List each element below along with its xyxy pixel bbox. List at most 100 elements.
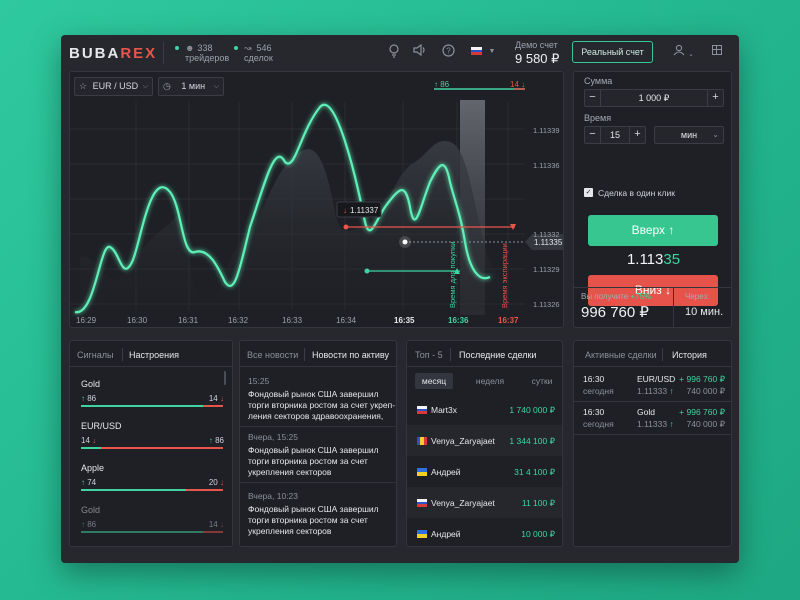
users-icon: ☻ (185, 43, 195, 53)
sound-icon[interactable] (412, 43, 428, 60)
down-button[interactable]: Вниз ↓ (588, 275, 718, 306)
signal-left-number: 86 (87, 520, 97, 529)
price-tick: 1.11326 (533, 300, 560, 309)
real-account-button[interactable]: Реальный счет (572, 41, 653, 63)
deal-entry-dot-green[interactable] (364, 268, 370, 274)
news-headline[interactable]: Фондовый рынок США завершил торги вторни… (248, 389, 396, 421)
deal-marker-green (454, 268, 460, 274)
deal-asset: EUR/USD (637, 374, 676, 384)
deal-row[interactable]: 16:30 сегодня Gold 1.11333 ↑ + 996 760 ₽ 740 … (574, 402, 731, 433)
time-tick: 16:31 (178, 316, 199, 325)
time-tick: 16:33 (282, 316, 303, 325)
deal-price-value: 1.11333 (637, 386, 668, 396)
lightbulb-icon[interactable] (386, 44, 402, 60)
user-icon (673, 44, 685, 56)
plus-button[interactable]: + (629, 127, 645, 143)
arrow-up-icon: ↑ (667, 419, 674, 429)
signal-asset-name: EUR/USD (81, 421, 122, 431)
signal-asset-name: Gold (81, 505, 101, 515)
seg-day[interactable]: сутки (531, 376, 553, 386)
asset-selector[interactable]: ☆ EUR / USD ⌵ (74, 77, 153, 96)
trader-row[interactable]: Venya_Zaryajaet 1 344 100 ₽ (407, 425, 562, 456)
active-deals-panel: Активные сделки История 16:30 сегодня EUR/… (573, 340, 732, 547)
deal-divider (574, 434, 731, 435)
deal-row[interactable]: 16:30 сегодня EUR/USD 1.11333 ↑ + 996 760 ₽ 7… (574, 369, 731, 400)
seg-week[interactable]: неделя (475, 376, 505, 386)
tooltip-price: 1.11337 (350, 206, 379, 215)
language-caret-icon[interactable]: ▼ (488, 48, 496, 55)
deal-asset: Gold (637, 407, 655, 417)
user-menu[interactable]: ⌄ (673, 44, 694, 59)
tab-top5[interactable]: Топ - 5 (415, 350, 443, 360)
signal-item[interactable]: Gold ↑ 86 14 ↓ (70, 505, 232, 546)
trader-row[interactable]: Mart3x 1 740 000 ₽ (407, 394, 562, 425)
signal-item[interactable]: Apple ↑ 74 20 ↓ (70, 463, 232, 505)
signal-right-value: 14 ↓ (209, 394, 224, 403)
arrow-up-icon: ↑ (81, 478, 88, 487)
deal-price: 1.11333 ↑ (637, 386, 674, 396)
one-click-checkbox[interactable]: ✓ (584, 188, 593, 197)
current-price: 1.11335 (626, 251, 681, 268)
minus-button[interactable]: − (585, 90, 601, 106)
sentiment-bar (81, 531, 223, 533)
timeframe-selector[interactable]: ◷ 1 мин ⌵ (158, 77, 224, 96)
signal-item[interactable]: Gold ↑ 86 14 ↓ (70, 379, 232, 421)
signal-left-value: ↑ 74 (81, 478, 96, 487)
tab-history[interactable]: История (672, 350, 707, 360)
price-tick: 1.11339 (533, 126, 560, 135)
price-tick: 1.11329 (533, 265, 560, 274)
sum-stepper[interactable]: − 1 000 ₽ + (584, 89, 724, 107)
time-tick: 16:32 (228, 316, 249, 325)
time-value[interactable]: 15 (609, 130, 620, 140)
minus-button[interactable]: − (585, 127, 601, 143)
plus-button[interactable]: + (707, 90, 723, 106)
star-icon[interactable]: ☆ (79, 81, 88, 91)
tab-settings[interactable]: Настроения (129, 350, 180, 360)
chart-panel[interactable]: ☆ EUR / USD ⌵ ◷ 1 мин ⌵ ↑ 86 14 ↓ (69, 71, 564, 328)
grid-menu-icon[interactable] (712, 45, 722, 55)
sum-value[interactable]: 1 000 ₽ (638, 93, 670, 103)
trader-row[interactable]: Venya_Zaryajaet 11 100 ₽ (407, 487, 562, 518)
clock-icon: ◷ (163, 81, 171, 91)
deal-price: 1.11333 ↑ (637, 419, 674, 429)
header: BUBAREX ☻ 338 трейдеров ↝ 546 сделок ? ▼… (61, 35, 739, 71)
language-flag-icon[interactable] (471, 47, 482, 55)
demo-balance[interactable]: Демо счет 9 580 ₽ (515, 40, 560, 66)
deal-stake: 740 000 ₽ (686, 386, 726, 396)
signals-panel: Сигналы Настроения Gold ↑ 86 14 ↓ EUR/USD 14… (69, 340, 233, 547)
tab-all-news[interactable]: Все новости (247, 350, 299, 360)
trader-row[interactable]: Андрей 31 4 100 ₽ (407, 456, 562, 487)
deal-entry-dot[interactable] (343, 224, 349, 230)
one-click-label: Сделка в один клик (598, 188, 675, 198)
tab-signals[interactable]: Сигналы (77, 350, 114, 360)
tab-recent-deals[interactable]: Последние сделки (459, 350, 537, 360)
help-icon[interactable]: ? (440, 44, 456, 60)
signal-item[interactable]: EUR/USD 14 ↓ ↑ 86 (70, 421, 232, 463)
arrow-up-icon: ↑ (208, 436, 216, 445)
signal-left-number: 14 (81, 436, 90, 445)
chevron-down-icon: ⌵ (213, 83, 219, 90)
trader-row[interactable]: Андрей 10 000 ₽ (407, 518, 562, 546)
tab-active-deals[interactable]: Активные сделки (585, 350, 657, 360)
up-button[interactable]: Вверх ↑ (588, 215, 718, 246)
time-stepper[interactable]: − 15 + (584, 126, 646, 144)
trade-panel: Сумма − 1 000 ₽ + Время − 15 + мин ⌄ ✓ С… (573, 71, 732, 328)
deal-day: сегодня (583, 386, 614, 396)
time-unit-select[interactable]: мин ⌄ (654, 126, 724, 144)
sentiment-bar-fill (81, 447, 101, 449)
period-selector: месяц неделя сутки (415, 373, 561, 389)
seg-month[interactable]: месяц (415, 373, 453, 389)
news-headline[interactable]: Фондовый рынок США завершил торги вторни… (248, 504, 379, 536)
expiry-time-label: Время экспирации (500, 243, 509, 308)
arrow-up-icon: ↑ (81, 520, 88, 529)
price-chart[interactable]: ↓ 1.11337 1.11335 Время для покупки Врем… (70, 72, 564, 328)
arrow-down-icon: ↓ (665, 283, 672, 297)
scrollbar[interactable] (224, 371, 226, 385)
news-panel: Все новости Новости по активу 15:25 Фондо… (239, 340, 397, 547)
logo[interactable]: BUBAREX (69, 45, 158, 62)
news-time: Вчера, 15:25 (248, 432, 298, 442)
online-dot (175, 46, 179, 50)
trader-amount: 10 000 ₽ (521, 529, 555, 539)
tab-asset-news[interactable]: Новости по активу (312, 350, 389, 360)
news-headline[interactable]: Фондовый рынок США завершил торги вторни… (248, 445, 379, 477)
